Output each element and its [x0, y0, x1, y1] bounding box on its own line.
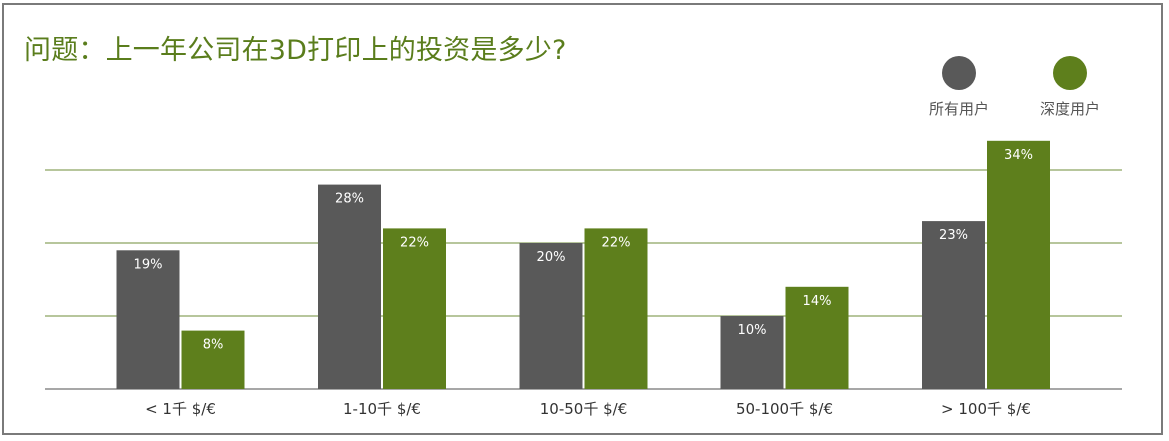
- x-tick-label-0: < 1千 $/€: [145, 400, 216, 418]
- bar-all-users-3: [720, 316, 784, 389]
- bar-deep-users-3: [785, 286, 849, 389]
- data-label-deep-users-4: 34%: [1004, 148, 1033, 163]
- x-tick-label-3: 50-100千 $/€: [736, 400, 833, 418]
- legend-label-all-users: 所有用户: [928, 100, 989, 118]
- bar-all-users-2: [519, 243, 583, 389]
- x-tick-label-2: 10-50千 $/€: [540, 400, 628, 418]
- bar-all-users-4: [922, 221, 985, 389]
- x-tick-label-4: > 100千 $/€: [941, 400, 1031, 418]
- data-label-deep-users-3: 14%: [803, 294, 832, 309]
- bar-deep-users-1: [383, 228, 446, 389]
- data-label-all-users-3: 10%: [738, 323, 767, 338]
- chart-title: 问题：上一年公司在3D打印上的投资是多少?: [24, 35, 567, 66]
- bar-all-users-0: [116, 250, 180, 389]
- data-label-deep-users-0: 8%: [203, 338, 224, 353]
- data-label-all-users-2: 20%: [537, 250, 566, 265]
- data-label-deep-users-1: 22%: [400, 235, 429, 250]
- data-label-all-users-1: 28%: [335, 192, 364, 207]
- data-label-all-users-0: 19%: [134, 257, 163, 272]
- legend-item-deep-users: 深度用户: [1025, 56, 1115, 119]
- legend-swatch-deep-users: [1053, 56, 1087, 90]
- data-label-all-users-4: 23%: [939, 228, 968, 243]
- legend-swatch-all-users: [942, 56, 976, 90]
- bar-deep-users-4: [987, 140, 1050, 389]
- data-label-deep-users-2: 22%: [602, 235, 631, 250]
- bar-deep-users-0: [181, 330, 245, 389]
- bar-deep-users-2: [584, 228, 648, 389]
- legend-item-all-users: 所有用户: [914, 56, 1004, 119]
- x-tick-label-1: 1-10千 $/€: [343, 400, 421, 418]
- bar-all-users-1: [318, 184, 381, 389]
- legend-label-deep-users: 深度用户: [1039, 100, 1100, 118]
